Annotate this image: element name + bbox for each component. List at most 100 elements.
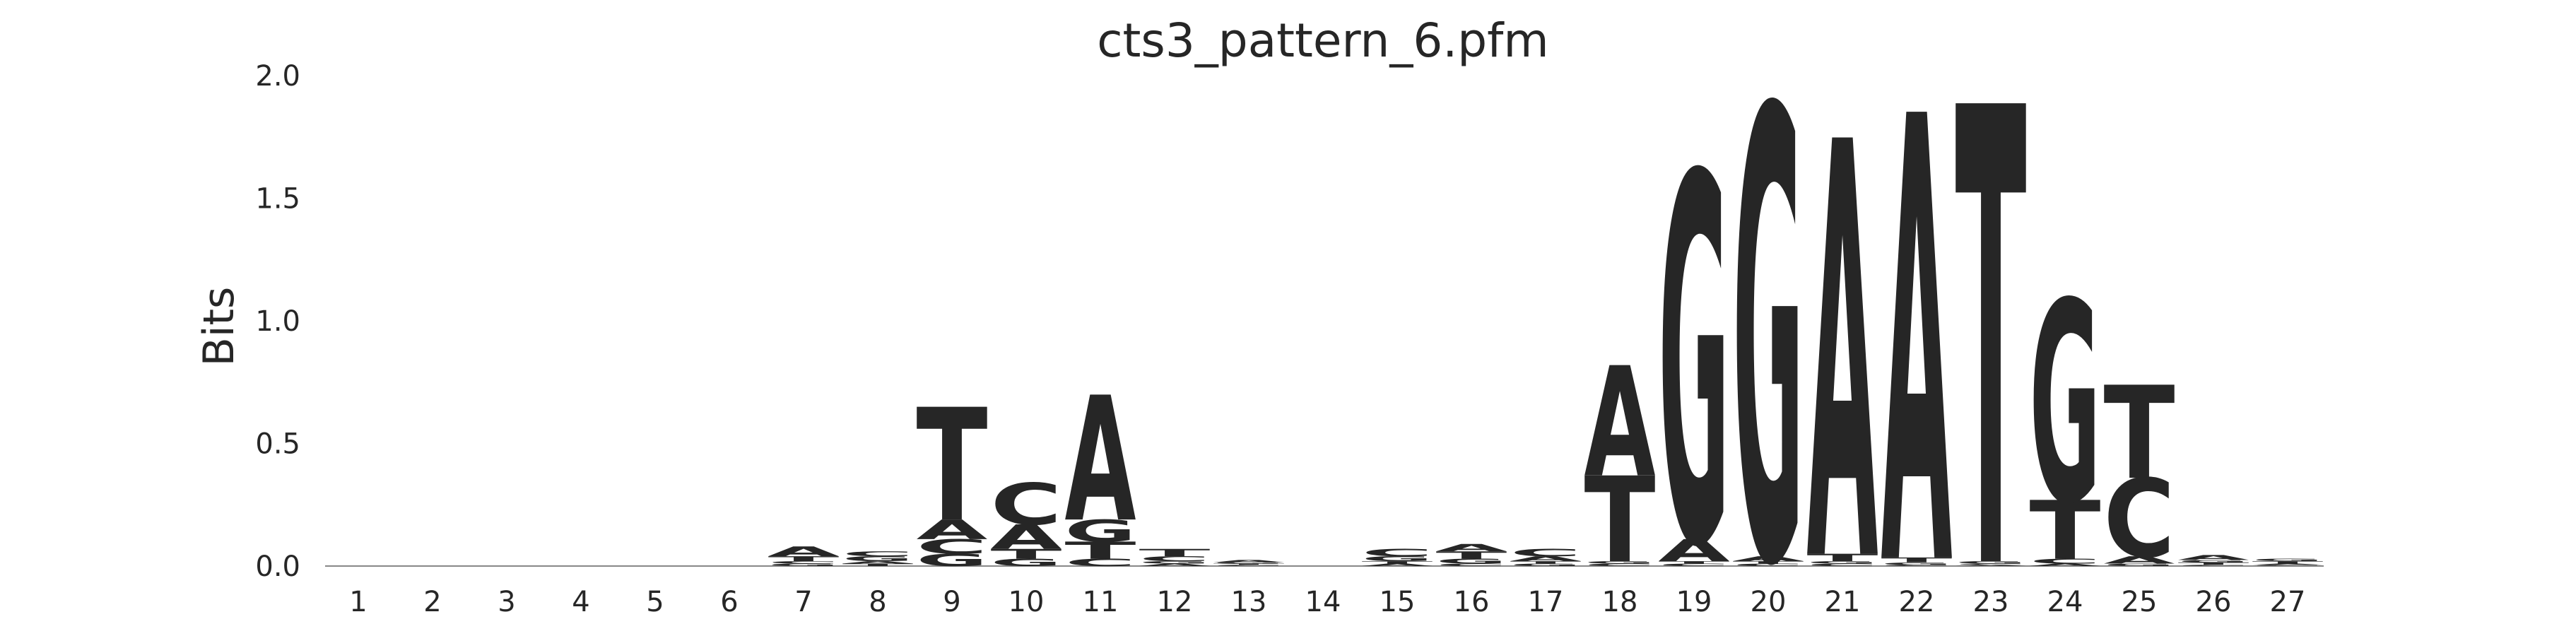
logo-letter-a: A <box>1955 565 2027 567</box>
logo-letter-g: G <box>1436 558 1507 565</box>
logo-letter-t: T <box>842 563 914 567</box>
logo-letter-g: G <box>2178 559 2249 563</box>
x-tick-label: 4 <box>572 586 589 618</box>
logo-letter-c: C <box>1955 563 2027 565</box>
logo-letter-a: A <box>1584 336 1656 512</box>
logo-letter-g: G <box>1733 0 1804 636</box>
logo-letter-g: G <box>917 550 988 570</box>
logo-letter-a: A <box>2178 553 2250 561</box>
logo-letter-g: G <box>2030 245 2101 565</box>
logo-letter-g: G <box>768 563 840 567</box>
logo-letter-c: C <box>1807 563 1878 567</box>
x-tick-label: 23 <box>1973 586 2009 618</box>
x-tick-label: 8 <box>869 586 886 618</box>
x-tick-label: 7 <box>794 586 812 618</box>
logo-letter-g: G <box>1139 560 1211 565</box>
logo-letter-c: C <box>1213 565 1285 567</box>
x-tick-label: 19 <box>1676 586 1712 618</box>
logo-letter-a: A <box>768 543 840 559</box>
x-tick-label: 9 <box>943 586 960 618</box>
y-tick-label: 1.0 <box>255 305 300 338</box>
logo-letter-t: T <box>917 377 988 557</box>
logo-letter-a: A <box>1510 555 1582 563</box>
logo-letter-a: A <box>2104 554 2175 566</box>
x-tick-label: 12 <box>1157 586 1193 618</box>
y-axis-ticks: 0.0 0.5 1.0 1.5 2.0 <box>255 60 300 583</box>
logo-letter-t: T <box>1584 453 1656 589</box>
logo-letter-a: A <box>2252 563 2324 565</box>
x-tick-label: 2 <box>423 586 441 618</box>
logo-letter-g: G <box>2252 558 2324 563</box>
logo-letter-t: T <box>2178 562 2249 566</box>
y-tick-label: 1.5 <box>255 183 300 216</box>
logo-letter-a: A <box>1362 563 1433 567</box>
logo-letter-g: G <box>842 555 914 563</box>
logo-letter-g: G <box>2104 563 2175 567</box>
logo-letter-c: C <box>1139 555 1211 563</box>
logo-letter-a: A <box>1213 559 1285 563</box>
logo-letter-c: C <box>917 536 988 559</box>
logo-letter-a: A <box>2030 563 2101 567</box>
logo-letter-t: T <box>1139 547 1211 559</box>
logo-letter-g: G <box>1955 560 2027 565</box>
logo-letter-t: T <box>1733 560 1804 565</box>
logo-letter-a: A <box>1881 0 1953 636</box>
logo-letter-c: C <box>1584 563 1656 567</box>
logo-letter-t: T <box>1064 537 1136 565</box>
chart-title: cts3_pattern_6.pfm <box>1097 13 1548 68</box>
logo-letter-g: G <box>1510 563 1582 567</box>
logo-letter-c: C <box>842 550 914 558</box>
logo-letter-a: A <box>1807 24 1879 636</box>
logo-letter-c: C <box>2104 457 2175 582</box>
logo-letter-g: G <box>1362 555 1433 563</box>
x-tick-label: 5 <box>646 586 664 618</box>
logo-letter-c: C <box>1436 563 1507 567</box>
x-tick-label: 21 <box>1825 586 1861 618</box>
logo-letter-g: G <box>1584 560 1656 565</box>
logo-letter-c: C <box>2252 565 2324 567</box>
logo-letter-a: A <box>991 518 1062 557</box>
y-axis-label: Bits <box>194 287 244 367</box>
x-tick-label: 25 <box>2122 586 2158 618</box>
logo-letter-t: T <box>1881 556 1953 564</box>
logo-letter-t: T <box>991 546 1062 562</box>
x-tick-label: 10 <box>1008 586 1045 618</box>
x-axis-ticks: 1 2 3 4 5 6 7 8 9 10 11 12 13 14 15 16 17 18 19 20 21 22 23 24 2… <box>349 586 2305 618</box>
x-tick-label: 13 <box>1231 586 1267 618</box>
logo-letter-t: T <box>1955 0 2028 636</box>
logo-letter-g: G <box>1659 71 1730 636</box>
x-tick-label: 26 <box>2196 586 2232 618</box>
logo-letter-g: G <box>991 557 1062 569</box>
logo-letter-t: T <box>1807 552 1878 564</box>
x-tick-label: 22 <box>1899 586 1935 618</box>
logo-letter-c: C <box>768 560 840 565</box>
x-tick-label: 27 <box>2270 586 2306 618</box>
y-tick-label: 0.5 <box>255 428 300 461</box>
logo-letter-c: C <box>991 471 1062 538</box>
logo-letter-c: C <box>1510 547 1582 559</box>
logo-letter-a: A <box>1436 542 1507 554</box>
x-tick-label: 17 <box>1528 586 1564 618</box>
logo-letter-g: G <box>1881 562 1953 566</box>
logo-letter-c: C <box>1362 547 1433 559</box>
logo-letter-t: T <box>1362 560 1433 565</box>
logo-letter-g: G <box>1807 560 1878 565</box>
logo-letter-t: T <box>1436 549 1507 561</box>
logo-letter-a: A <box>917 514 988 546</box>
logo-letter-a: A <box>1659 533 1730 568</box>
logo-letter-g: G <box>1213 562 1285 564</box>
logo-letter-a: A <box>1733 555 1805 563</box>
logo-letter-t: T <box>2104 360 2175 508</box>
logo-letter-t: T <box>1213 563 1285 565</box>
logo-letter-t: T <box>1659 560 1730 565</box>
logo-letter-t: T <box>768 555 840 563</box>
logo-letter-c: C <box>2178 565 2249 567</box>
logo-letter-c: C <box>1733 563 1804 567</box>
x-tick-label: 1 <box>349 586 367 618</box>
logo-letter-t: T <box>2252 560 2324 565</box>
x-tick-label: 11 <box>1083 586 1119 618</box>
x-tick-label: 15 <box>1380 586 1416 618</box>
logo-letter-c: C <box>2030 558 2101 565</box>
logo-letter-a: A <box>1065 360 1136 560</box>
